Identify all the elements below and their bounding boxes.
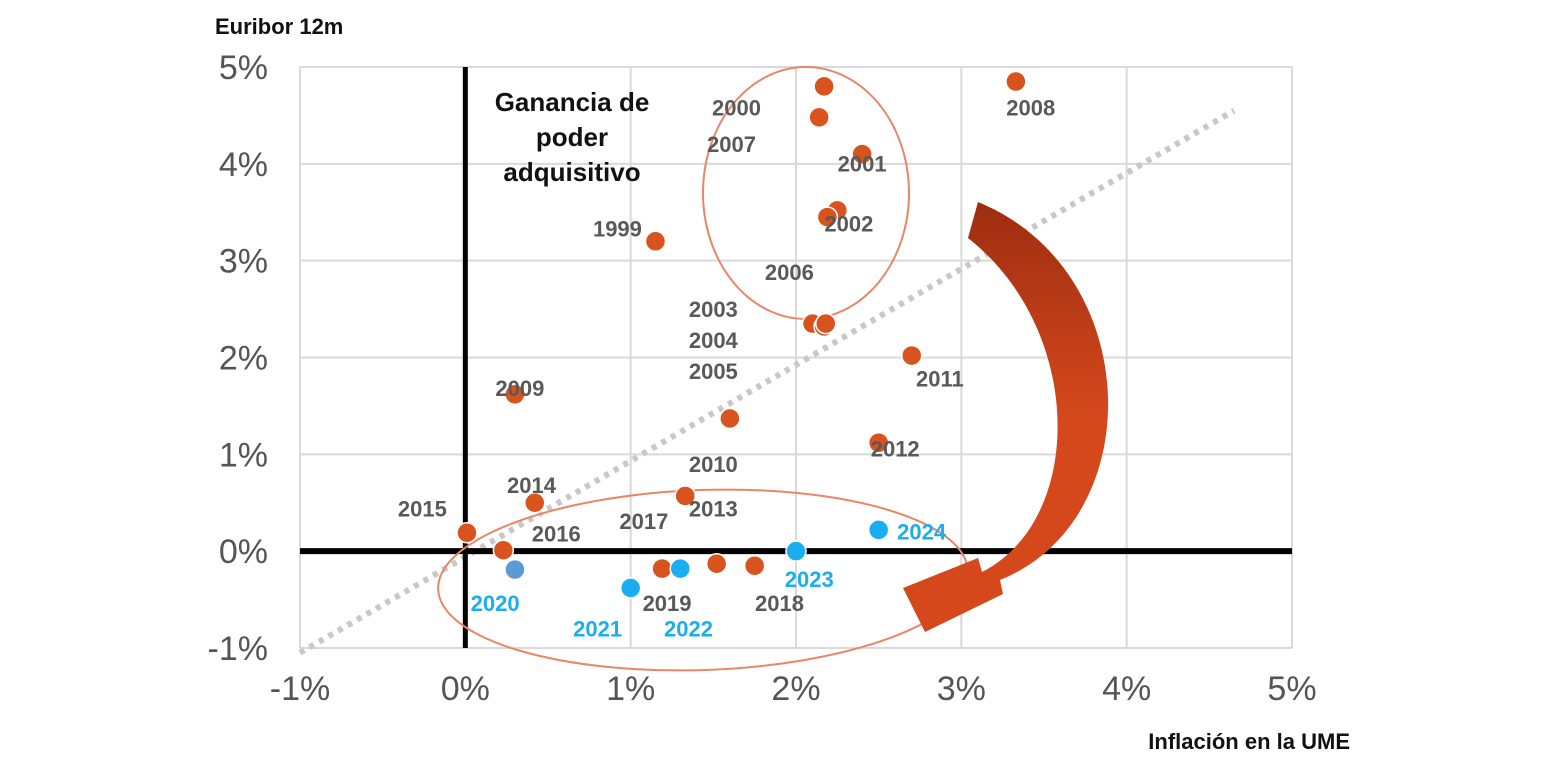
- year-label-2017: 2017: [619, 509, 668, 534]
- year-label-2006: 2006: [765, 260, 814, 285]
- year-label-2013: 2013: [689, 496, 738, 521]
- data-point-2001: [851, 143, 873, 165]
- x-tick-label: 0%: [441, 670, 490, 708]
- data-point-2024: [867, 519, 890, 541]
- data-point-1999: [644, 230, 667, 253]
- data-point-2021: [619, 577, 642, 599]
- year-label-2000: 2000: [712, 95, 761, 120]
- y-axis-title: Euribor 12m: [215, 14, 343, 39]
- data-point-2016: [492, 539, 515, 561]
- data-point-2023: [785, 540, 807, 562]
- year-label-2011: 2011: [916, 367, 964, 392]
- data-point-2014: [524, 492, 546, 514]
- y-tick-label: 5%: [219, 49, 268, 87]
- data-point-2013: [674, 485, 696, 507]
- reference-diagonal: [298, 107, 1236, 656]
- data-point-2011: [900, 344, 923, 367]
- year-label-2019: 2019: [643, 591, 692, 616]
- year-label-2022: 2022: [664, 616, 713, 641]
- y-tick-label: 1%: [219, 436, 268, 474]
- year-labels: 1999 2000 2007 2001 2002 2006 2008 2003 2004 2005…: [398, 95, 1055, 641]
- data-point-2010: [719, 407, 741, 430]
- data-point-2020: [504, 558, 526, 581]
- x-axis-title: Inflación en la UME: [1148, 729, 1350, 754]
- y-tick-label: 0%: [219, 533, 268, 571]
- year-label-2004: 2004: [689, 328, 739, 353]
- data-point-2007: [808, 106, 830, 129]
- annotation-line-3: adquisitivo: [503, 157, 640, 187]
- year-label-2012: 2012: [871, 436, 920, 461]
- year-label-2005: 2005: [689, 359, 738, 384]
- data-point-2022: [669, 557, 692, 580]
- y-tick-label: 2%: [219, 340, 268, 378]
- data-point-2012: [867, 431, 890, 454]
- y-tick-label: -1%: [208, 630, 268, 668]
- year-label-2014: 2014: [507, 473, 557, 498]
- year-label-2009: 2009: [495, 376, 544, 401]
- year-label-1999: 1999: [593, 216, 642, 241]
- year-label-2018: 2018: [755, 591, 804, 616]
- data-point-2008: [1005, 70, 1027, 93]
- x-tick-label: 1%: [606, 670, 655, 708]
- data-point-2017: [705, 553, 728, 575]
- x-tick-label: 4%: [1102, 670, 1151, 708]
- data-point-2005: [815, 312, 837, 335]
- year-label-2003: 2003: [689, 297, 738, 322]
- arrow-shape: [903, 202, 1109, 632]
- year-label-2002: 2002: [824, 212, 873, 237]
- data-points: [456, 70, 1027, 599]
- annotation-line-2: poder: [536, 122, 608, 152]
- annotation-line-1: Ganancia de: [495, 87, 650, 117]
- year-label-2016: 2016: [532, 521, 581, 546]
- data-point-2018: [743, 554, 766, 577]
- diagonal-line: [298, 107, 1236, 656]
- year-label-2008: 2008: [1006, 95, 1055, 120]
- curved-arrow: [903, 202, 1109, 632]
- data-point-2019: [651, 557, 673, 580]
- year-label-2020: 2020: [471, 591, 520, 616]
- year-label-2001: 2001: [838, 152, 887, 177]
- year-label-2007: 2007: [707, 132, 756, 157]
- year-label-2021: 2021: [573, 616, 622, 641]
- data-point-2015: [456, 522, 478, 544]
- year-label-2010: 2010: [689, 452, 738, 477]
- year-label-2015: 2015: [398, 496, 447, 521]
- data-point-2000: [813, 75, 835, 98]
- data-point-2006: [816, 206, 839, 228]
- x-tick-label: -1%: [270, 670, 330, 708]
- x-tick-label: 3%: [937, 670, 986, 708]
- x-tick-label: 5%: [1267, 670, 1316, 708]
- year-label-2024: 2024: [897, 520, 947, 545]
- year-label-2023: 2023: [785, 567, 834, 592]
- y-tick-label: 4%: [219, 146, 268, 184]
- x-tick-label: 2%: [771, 670, 820, 708]
- tick-labels: -1% 0% 1% 2% 3% 4% 5% -1% 0% 1% 2% 3% 4% 5%: [208, 49, 1317, 708]
- data-point-2009: [504, 383, 526, 406]
- y-tick-label: 3%: [219, 243, 268, 281]
